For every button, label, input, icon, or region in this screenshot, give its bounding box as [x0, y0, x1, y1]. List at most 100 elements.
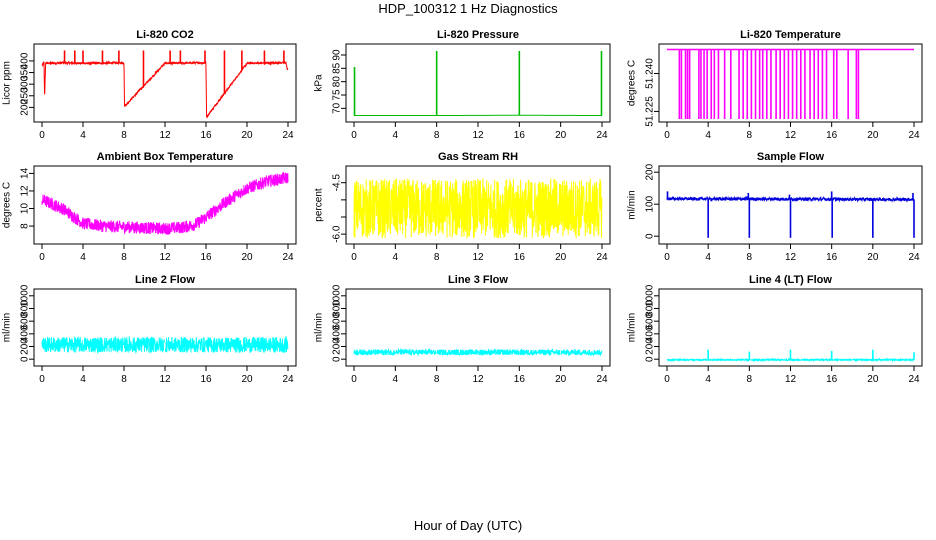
- y-tick-label: 200: [332, 338, 343, 355]
- y-tick-label: 85: [332, 62, 343, 74]
- x-tick-label: 0: [39, 252, 45, 263]
- panel-4: Ambient Box Temperature 0 4 8 12 16 20 24 8 10 12 1…: [2, 151, 297, 263]
- series-line: [478, 347, 520, 357]
- x-tick-label: 12: [785, 252, 797, 263]
- y-axis-label: percent: [314, 188, 325, 222]
- series-line: [124, 335, 165, 354]
- x-tick-label: 4: [80, 374, 86, 385]
- series-line: [353, 178, 603, 239]
- x-tick-label: 12: [472, 130, 484, 141]
- x-tick-label: 20: [241, 374, 253, 385]
- x-tick-label: 0: [664, 374, 670, 385]
- y-tick-label: 400: [20, 325, 31, 342]
- x-tick-label: 4: [393, 374, 399, 385]
- x-tick-label: 16: [200, 374, 212, 385]
- y-tick-label: 600: [20, 312, 31, 329]
- x-tick-label: 24: [282, 374, 294, 385]
- data-layer: [353, 51, 603, 116]
- x-tick-label: 16: [826, 374, 838, 385]
- panel-title: Li-820 Pressure: [437, 29, 519, 41]
- x-tick-label: 12: [159, 252, 171, 263]
- y-tick-label: 75: [332, 89, 343, 101]
- y-tick-label: 14: [20, 167, 31, 179]
- y-axis-label: ml/min: [2, 313, 13, 342]
- series-line: [436, 348, 478, 357]
- y-tick-label: 90: [332, 49, 343, 61]
- x-tick-label: 16: [514, 374, 526, 385]
- y-tick-label: 200: [20, 338, 31, 355]
- panel-title: Gas Stream RH: [438, 151, 518, 163]
- y-tick-label: 51.240: [645, 58, 656, 89]
- y-tick-label: 800: [20, 300, 31, 317]
- x-tick-label: 8: [121, 130, 127, 141]
- x-tick-label: 24: [908, 252, 920, 263]
- y-tick-label: 200: [645, 163, 656, 180]
- panel-title: Line 2 Flow: [135, 274, 195, 286]
- y-tick-label: 80: [332, 76, 343, 88]
- x-tick-label: 24: [908, 374, 920, 385]
- y-tick-label: 0: [332, 356, 343, 362]
- x-tick-label: 20: [555, 252, 567, 263]
- x-tick-label: 16: [826, 130, 838, 141]
- plot-frame: [33, 288, 297, 367]
- y-tick-label: 12: [20, 185, 31, 197]
- y-tick-label: 800: [332, 300, 343, 317]
- y-axis-label: degrees C: [2, 182, 13, 228]
- x-tick-label: 4: [705, 374, 711, 385]
- x-tick-label: 0: [39, 130, 45, 141]
- y-axis-label: degrees C: [627, 60, 638, 106]
- data-layer: [41, 171, 289, 235]
- plot-frame: [33, 43, 297, 123]
- data-layer: [666, 349, 915, 363]
- y-tick-label: 1000: [332, 284, 343, 307]
- x-tick-label: 8: [747, 130, 753, 141]
- y-axis-label: ml/min: [627, 313, 638, 342]
- panel-title: Li-820 Temperature: [740, 29, 841, 41]
- series-line: [41, 336, 83, 354]
- y-tick-label: -6.0: [332, 225, 343, 243]
- y-tick-label: -4.5: [332, 174, 343, 192]
- x-tick-label: 24: [596, 130, 608, 141]
- x-tick-label: 0: [39, 374, 45, 385]
- x-tick-label: 0: [351, 252, 357, 263]
- y-tick-label: 0: [645, 356, 656, 362]
- x-tick-label: 8: [434, 130, 440, 141]
- series-line: [353, 347, 396, 357]
- x-tick-label: 24: [596, 374, 608, 385]
- y-tick-label: 200: [20, 99, 31, 116]
- x-tick-label: 4: [80, 252, 86, 263]
- panel-title: Line 3 Flow: [448, 274, 508, 286]
- y-tick-label: 400: [645, 325, 656, 342]
- y-tick-label: 70: [332, 102, 343, 114]
- x-tick-label: 16: [200, 130, 212, 141]
- x-tick-label: 12: [472, 252, 484, 263]
- panel-6: Sample Flow 0 4 8 12 16 20 24 0 100 200 ml/min: [627, 151, 923, 263]
- x-tick-label: 8: [434, 252, 440, 263]
- y-tick-label: 400: [20, 52, 31, 69]
- x-tick-label: 12: [785, 130, 797, 141]
- y-tick-label: 800: [645, 300, 656, 317]
- x-tick-label: 12: [472, 374, 484, 385]
- x-tick-label: 0: [351, 374, 357, 385]
- series-line: [519, 348, 561, 357]
- x-tick-label: 24: [282, 130, 294, 141]
- data-layer: [41, 50, 289, 119]
- x-tick-label: 12: [159, 130, 171, 141]
- data-layer: [353, 178, 603, 239]
- x-tick-label: 8: [747, 252, 753, 263]
- data-layer: [353, 347, 603, 357]
- x-tick-label: 12: [159, 374, 171, 385]
- y-tick-label: 1000: [20, 284, 31, 307]
- x-tick-label: 8: [434, 374, 440, 385]
- series-line: [164, 336, 206, 353]
- panel-title: Line 4 (LT) Flow: [749, 274, 832, 286]
- panel-3: Li-820 Temperature 0 4 8 12 16 20 24 51.225 51.24…: [627, 29, 923, 141]
- data-layer: [41, 335, 289, 355]
- y-tick-label: 51.225: [645, 96, 656, 127]
- series-line: [395, 347, 437, 357]
